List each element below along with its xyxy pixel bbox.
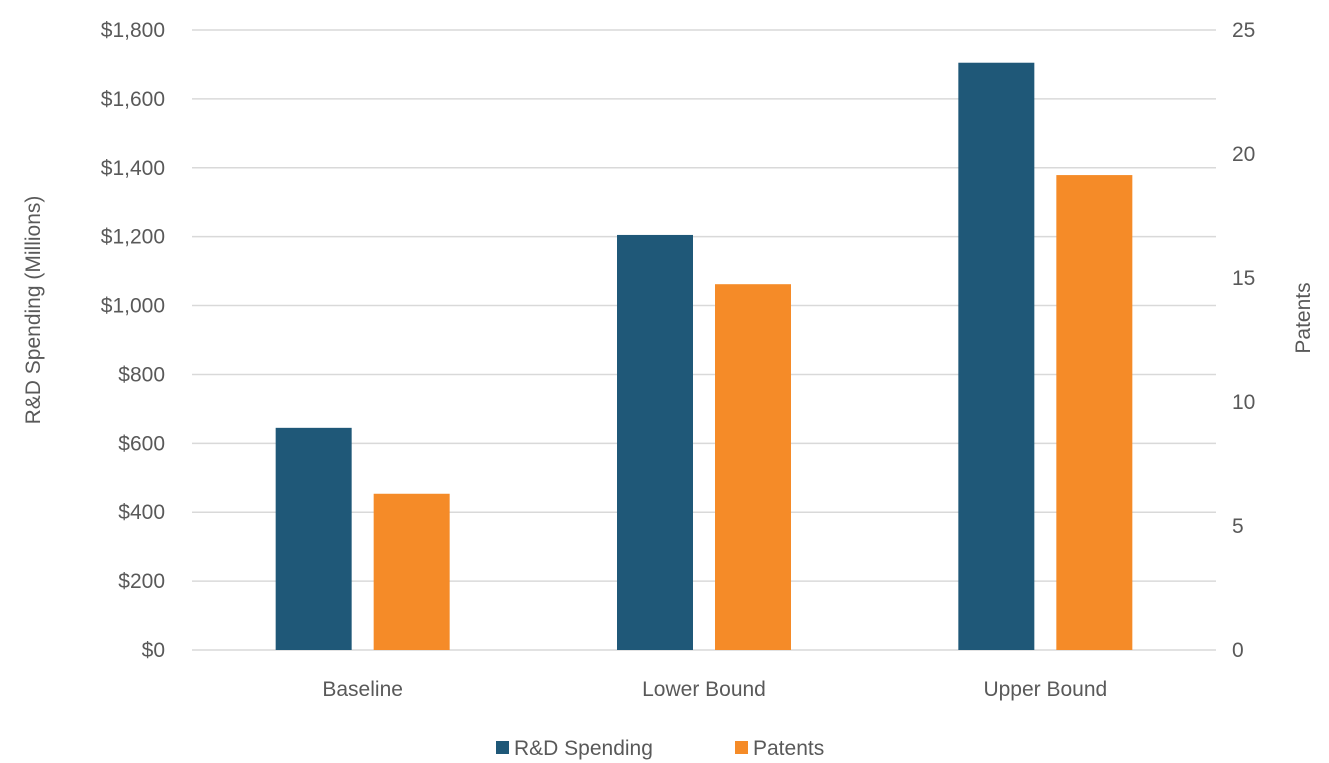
y-axis-left-tick-label: $0 xyxy=(142,639,165,662)
legend-label-patents: Patents xyxy=(753,737,824,760)
y-axis-left-title: R&D Spending (Millions) xyxy=(22,196,45,425)
bars xyxy=(275,62,1133,650)
y-axis-left-tick-label: $1,400 xyxy=(101,157,165,180)
y-axis-left-tick-label: $1,000 xyxy=(101,295,165,318)
y-axis-left-tick-label: $800 xyxy=(118,363,165,386)
legend-label-rd-spending: R&D Spending xyxy=(514,737,653,760)
y-axis-right-tick-label: 20 xyxy=(1232,143,1255,166)
y-axis-left-tick-label: $1,200 xyxy=(101,226,165,249)
y-axis-right-tick-label: 10 xyxy=(1232,391,1255,414)
y-axis-left-tick-label: $400 xyxy=(118,501,165,524)
y-axis-left-tick-label: $600 xyxy=(118,432,165,455)
x-axis-tick-label: Upper Bound xyxy=(983,678,1107,701)
y-axis-right-tick-label: 5 xyxy=(1232,515,1244,538)
y-axis-right-title: Patents xyxy=(1292,282,1315,353)
legend-swatch-rd-spending xyxy=(496,741,509,754)
legend-swatch-patents xyxy=(735,741,748,754)
x-axis-tick-label: Baseline xyxy=(322,678,403,701)
y-axis-left-tick-label: $1,600 xyxy=(101,88,165,111)
y-axis-right-tick-label: 15 xyxy=(1232,267,1255,290)
gridlines xyxy=(192,29,1216,651)
y-axis-right-tick-label: 25 xyxy=(1232,19,1255,42)
y-axis-right-ticks: 0 5 10 15 20 25 xyxy=(1232,19,1255,662)
x-axis-ticks: Baseline Lower Bound Upper Bound xyxy=(322,678,1107,701)
bar-r-d-spending xyxy=(958,62,1035,650)
bar-patents xyxy=(1056,175,1133,650)
bar-patents xyxy=(715,284,791,650)
y-axis-left-tick-label: $200 xyxy=(118,570,165,593)
bar-patents xyxy=(373,493,450,650)
bar-r-d-spending xyxy=(617,234,693,650)
y-axis-right-tick-label: 0 xyxy=(1232,639,1244,662)
legend: R&D Spending Patents xyxy=(496,737,824,760)
x-axis-tick-label: Lower Bound xyxy=(642,678,766,701)
bar-r-d-spending xyxy=(275,427,352,650)
y-axis-left-ticks: $0 $200 $400 $600 $800 $1,000 $1,200 $1,400 $1,6… xyxy=(101,19,165,662)
y-axis-left-tick-label: $1,800 xyxy=(101,19,165,42)
